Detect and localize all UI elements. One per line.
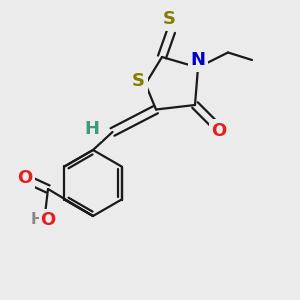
Text: H: H [84,120,99,138]
Text: O: O [17,169,32,187]
Text: N: N [190,51,206,69]
Text: S: S [132,72,145,90]
Text: S: S [163,11,176,28]
Text: H: H [31,212,44,227]
Text: O: O [212,122,226,140]
Text: O: O [40,211,56,229]
